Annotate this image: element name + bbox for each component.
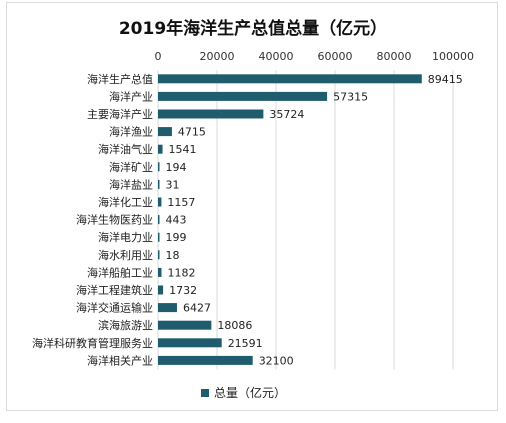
x-tick-label: 40000 — [259, 50, 294, 63]
bar — [158, 144, 163, 154]
legend-label: 总量（亿元） — [214, 386, 287, 400]
bar — [158, 267, 162, 277]
category-label: 海洋交通运输业 — [76, 301, 153, 315]
data-label: 32100 — [259, 354, 294, 367]
data-label: 1732 — [169, 284, 197, 297]
category-label: 海洋船舶工业 — [87, 265, 153, 279]
data-label: 18 — [166, 249, 180, 262]
x-tick-label: 20000 — [200, 50, 235, 63]
bar — [158, 197, 162, 207]
bar — [158, 250, 160, 260]
bar — [158, 74, 422, 84]
bar — [158, 127, 172, 137]
data-label: 35724 — [269, 108, 304, 121]
bar — [158, 355, 253, 365]
data-label: 4715 — [178, 126, 206, 139]
category-label: 海洋相关产业 — [87, 353, 153, 367]
data-label: 1182 — [167, 266, 195, 279]
category-label: 海洋产业 — [109, 89, 153, 103]
category-label: 海洋矿业 — [109, 160, 153, 174]
bar — [158, 91, 328, 101]
data-label: 21591 — [228, 337, 263, 350]
chart-title: 2019年海洋生产总值总量（亿元） — [118, 19, 388, 39]
category-label: 主要海洋产业 — [87, 107, 153, 121]
x-tick-label: 60000 — [318, 50, 353, 63]
data-label: 18086 — [217, 319, 252, 332]
legend-swatch — [201, 388, 209, 397]
data-label: 1541 — [169, 143, 197, 156]
bar — [158, 162, 160, 172]
data-label: 31 — [166, 178, 180, 191]
data-label: 443 — [166, 214, 187, 227]
category-label: 海洋盐业 — [109, 177, 153, 191]
bar — [158, 232, 160, 242]
category-label: 海洋工程建筑业 — [76, 283, 153, 297]
data-label: 57315 — [333, 90, 368, 103]
legend: 总量（亿元） — [201, 384, 286, 401]
data-label: 194 — [166, 161, 187, 174]
bar — [158, 109, 264, 119]
x-tick-label: 0 — [155, 50, 162, 63]
category-label: 海洋渔业 — [109, 125, 153, 139]
category-label: 海水利用业 — [98, 248, 153, 262]
category-label: 海洋科研教育管理服务业 — [32, 336, 153, 350]
data-label: 6427 — [183, 302, 211, 315]
category-label: 海洋化工业 — [98, 195, 153, 209]
category-label: 海洋生物医药业 — [76, 213, 153, 227]
x-tick-label: 100000 — [432, 50, 474, 63]
category-label: 海洋油气业 — [98, 142, 153, 156]
category-label: 滨海旅游业 — [98, 318, 153, 332]
bar — [158, 179, 160, 189]
bar — [158, 338, 222, 348]
data-label: 199 — [166, 231, 187, 244]
chart-frame — [6, 2, 498, 411]
bar — [158, 285, 164, 295]
bar — [158, 320, 212, 330]
data-label: 1157 — [167, 196, 195, 209]
x-tick-label: 80000 — [377, 50, 412, 63]
bar — [158, 215, 160, 225]
data-label: 89415 — [428, 73, 463, 86]
category-label: 海洋电力业 — [98, 230, 153, 244]
category-label: 海洋生产总值 — [87, 72, 153, 86]
bar — [158, 303, 177, 313]
